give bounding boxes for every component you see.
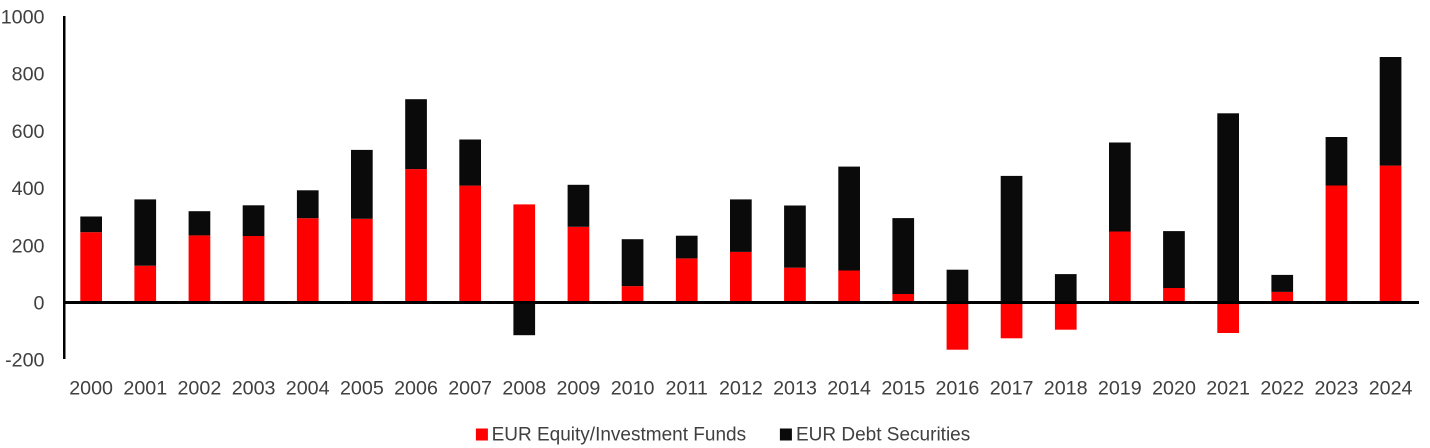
- svg-text:800: 800: [12, 64, 45, 86]
- svg-text:EUR Equity/Investment Funds: EUR Equity/Investment Funds: [492, 424, 746, 445]
- svg-text:200: 200: [12, 235, 45, 257]
- svg-text:2021: 2021: [1206, 377, 1250, 399]
- svg-text:2000: 2000: [69, 377, 113, 399]
- svg-text:2015: 2015: [881, 377, 925, 399]
- svg-text:2016: 2016: [935, 377, 979, 399]
- svg-text:-200: -200: [5, 350, 44, 372]
- svg-text:2007: 2007: [448, 377, 492, 399]
- svg-text:2009: 2009: [556, 377, 600, 399]
- svg-text:2010: 2010: [611, 377, 655, 399]
- svg-text:2004: 2004: [286, 377, 330, 399]
- svg-text:2003: 2003: [232, 377, 276, 399]
- svg-text:400: 400: [12, 178, 45, 200]
- svg-text:0: 0: [34, 293, 45, 315]
- svg-text:2011: 2011: [666, 377, 708, 399]
- svg-text:2024: 2024: [1369, 377, 1413, 399]
- svg-text:EUR Debt Securities: EUR Debt Securities: [796, 424, 970, 445]
- svg-text:2006: 2006: [394, 377, 438, 399]
- svg-text:600: 600: [12, 121, 45, 143]
- svg-text:2023: 2023: [1314, 377, 1358, 399]
- svg-text:2012: 2012: [719, 377, 763, 399]
- svg-text:2019: 2019: [1098, 377, 1142, 399]
- svg-text:2022: 2022: [1260, 377, 1304, 399]
- svg-text:2014: 2014: [827, 377, 871, 399]
- svg-text:2005: 2005: [340, 377, 384, 399]
- svg-text:2018: 2018: [1044, 377, 1088, 399]
- svg-text:2020: 2020: [1152, 377, 1196, 399]
- svg-text:2001: 2001: [123, 377, 167, 399]
- svg-text:2017: 2017: [990, 377, 1034, 399]
- svg-text:2013: 2013: [773, 377, 817, 399]
- svg-text:2008: 2008: [502, 377, 546, 399]
- svg-text:1000: 1000: [1, 7, 45, 29]
- svg-text:2002: 2002: [177, 377, 221, 399]
